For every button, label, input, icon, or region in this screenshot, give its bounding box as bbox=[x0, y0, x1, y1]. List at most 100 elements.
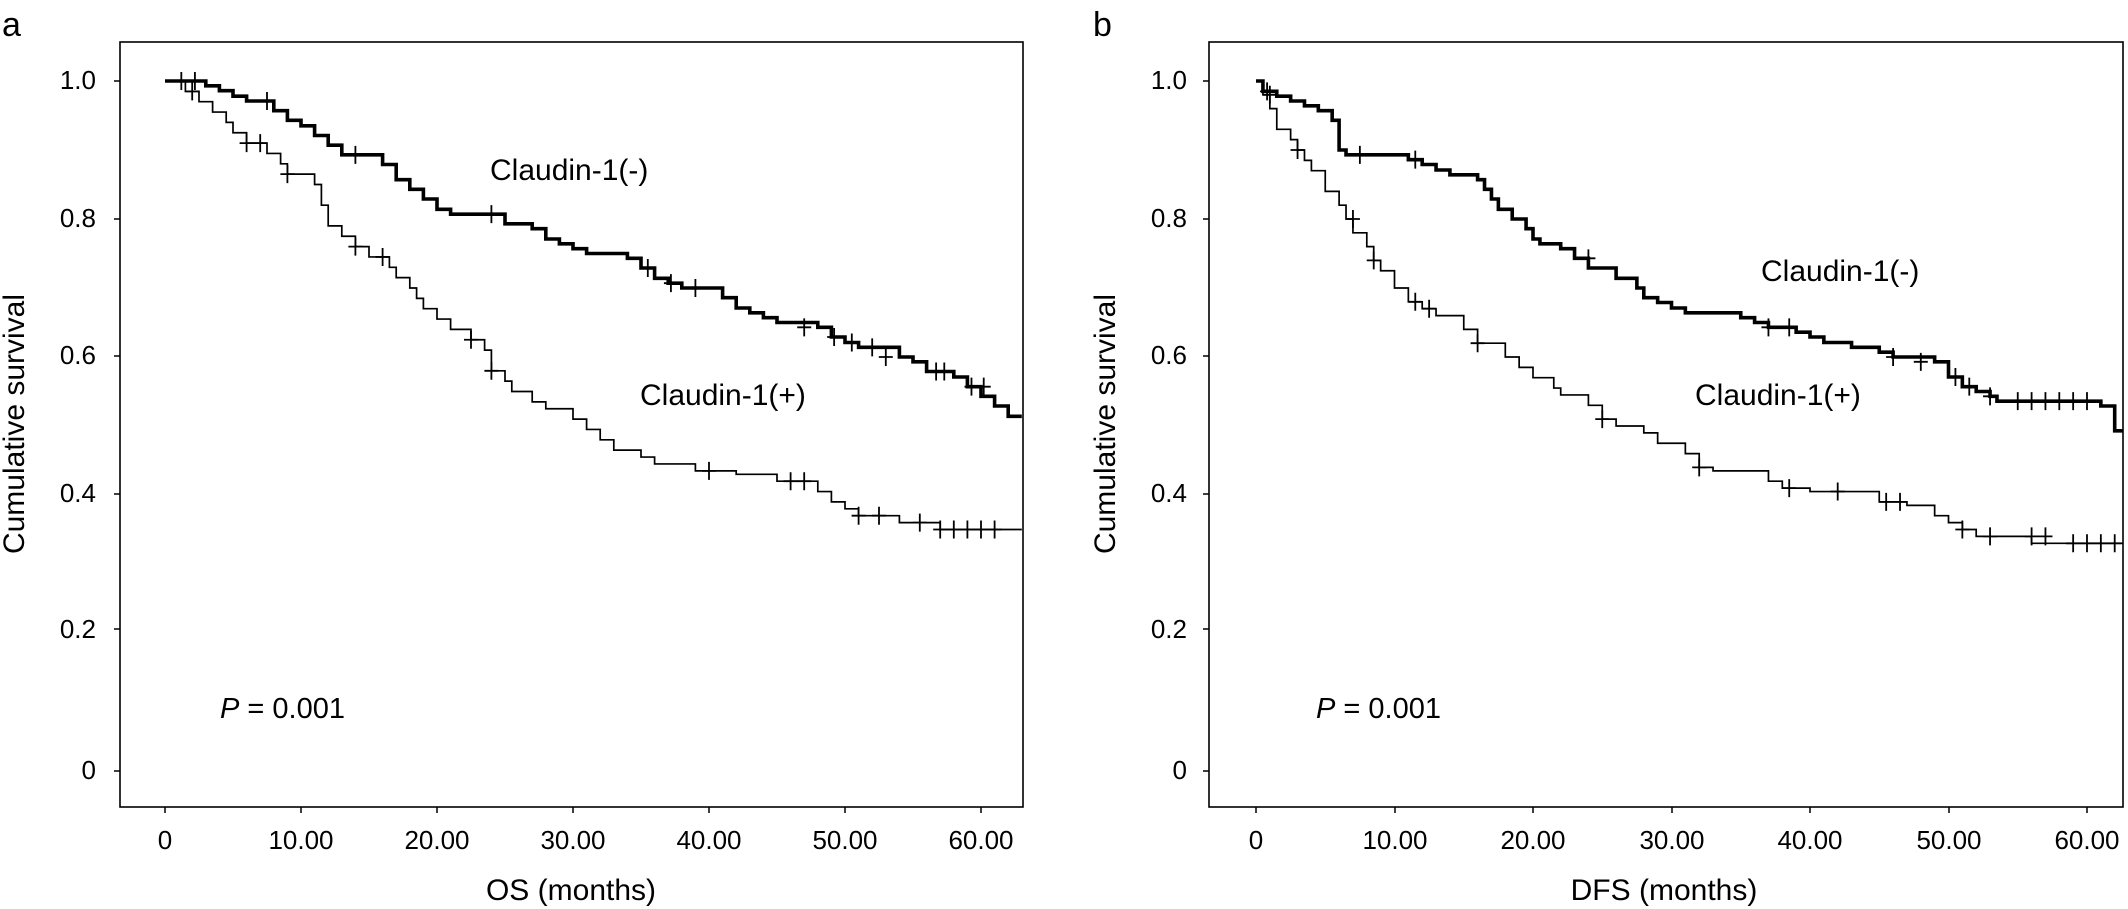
panel-a-censor-mark bbox=[797, 472, 812, 491]
panel-b-censor-mark bbox=[1352, 145, 1367, 164]
panel-a-censor-mark bbox=[844, 333, 859, 352]
panel-b-x-axis-title: DFS (months) bbox=[1571, 874, 1758, 907]
panel-b-censor-mark bbox=[1782, 479, 1797, 498]
panel-b-censor-mark bbox=[1595, 410, 1610, 429]
panel-b-censor-mark bbox=[1948, 368, 1963, 387]
panel-a-censor-mark bbox=[484, 361, 499, 380]
panel-a-censor-mark bbox=[688, 279, 703, 297]
panel-a-censor-mark bbox=[827, 327, 842, 346]
panel-a-x-axis-title: OS (months) bbox=[486, 874, 656, 907]
panel-a-censor-mark bbox=[185, 82, 200, 101]
panel-a-y-axis-title: Cumulative survival bbox=[0, 294, 31, 554]
panel-b-censor-mark bbox=[1913, 352, 1928, 371]
panel-b-censor-mark bbox=[2010, 392, 2025, 411]
panel-b-censor-mark bbox=[2024, 527, 2039, 546]
panel-b-censor-mark bbox=[1761, 318, 1776, 337]
panel-a-censor-mark bbox=[464, 330, 478, 349]
panel-a-y-tick-label: 0 bbox=[82, 755, 96, 785]
panel-a-x-tick-label: 60.00 bbox=[948, 825, 1013, 855]
panel-a-p-value-text: = 0.001 bbox=[239, 693, 345, 725]
panel-a-censor-mark bbox=[946, 520, 961, 539]
panel-a-censor-mark bbox=[933, 520, 948, 539]
panel-a-censor-mark bbox=[872, 506, 886, 525]
panel-b-censor-mark bbox=[1983, 527, 1998, 546]
panel-a-censor-mark bbox=[783, 472, 798, 491]
panel-a-series-label-negative: Claudin-1(-) bbox=[490, 154, 648, 187]
panel-a-x-tick-label: 20.00 bbox=[404, 825, 469, 855]
panel-a-letter: a bbox=[2, 6, 21, 44]
panel-a-x-axis: 0 10.00 20.00 30.00 40.00 50.00 60.00 bbox=[158, 807, 1014, 855]
panel-b-x-tick-label: 40.00 bbox=[1777, 825, 1842, 855]
panel-a-censor-mark bbox=[484, 205, 499, 224]
panel-a-y-axis: 0 0.2 0.4 0.6 0.8 1.0 bbox=[60, 65, 120, 785]
panel-b-censor-mark bbox=[1470, 334, 1485, 353]
panel-b-x-tick-label: 30.00 bbox=[1639, 825, 1704, 855]
panel-b-x-tick-label: 50.00 bbox=[1916, 825, 1981, 855]
panel-a-censor-mark bbox=[960, 520, 975, 539]
panel-a-censor-mark bbox=[280, 165, 295, 184]
panel-a-censor-mark bbox=[937, 362, 952, 381]
panel-a-censor-mark bbox=[878, 348, 893, 366]
panel-a-censor-mark bbox=[640, 258, 655, 277]
panel-a-censor-mark bbox=[375, 247, 390, 266]
panel-a-censor-mark bbox=[964, 377, 979, 396]
panel-b-censor-mark bbox=[2093, 534, 2108, 553]
panel-a-censor-mark bbox=[702, 461, 716, 480]
panel-a-x-tick-label: 40.00 bbox=[676, 825, 741, 855]
panel-a-censor-mark bbox=[253, 134, 268, 153]
panel-b-censor-mark bbox=[1879, 492, 1894, 511]
panel-b-y-axis: 0 0.2 0.4 0.6 0.8 1.0 bbox=[1151, 65, 1209, 785]
panel-b-series-line-positive bbox=[1256, 80, 2123, 545]
panel-b-censor-mark bbox=[2024, 392, 2039, 411]
panel-b-censor-mark bbox=[1581, 249, 1596, 268]
panel-a-censor-mark bbox=[987, 520, 1002, 539]
panel-b-censor-mark bbox=[2066, 534, 2081, 553]
panel-a-censor-mark bbox=[974, 520, 988, 539]
panel-a-x-tick-label: 50.00 bbox=[812, 825, 877, 855]
panel-b-p-symbol: P bbox=[1316, 693, 1336, 725]
panel-a-y-tick-label: 0.8 bbox=[60, 203, 96, 233]
panel-b-censor-mark bbox=[1345, 210, 1360, 228]
panel-a-censor-mark bbox=[851, 506, 866, 525]
panel-b-series-label-positive: Claudin-1(+) bbox=[1695, 379, 1861, 412]
panel-b-y-axis-title: Cumulative survival bbox=[1089, 294, 1122, 554]
panel-b-censor-mark bbox=[1886, 348, 1901, 366]
panel-b-series-label-negative: Claudin-1(-) bbox=[1761, 255, 1919, 288]
panel-a-x-tick-label: 0 bbox=[158, 825, 172, 855]
panel-b-y-tick-label: 0.2 bbox=[1151, 614, 1187, 644]
panel-b-x-tick-label: 10.00 bbox=[1362, 825, 1427, 855]
panel-b-censor-mark bbox=[1422, 299, 1437, 318]
panel-b-censor-mark bbox=[1408, 150, 1423, 169]
panel-a-plot-frame bbox=[119, 41, 1024, 808]
panel-b-y-tick-label: 0.6 bbox=[1151, 340, 1187, 370]
panel-b-censor-mark bbox=[2080, 392, 2094, 411]
panel-a-y-tick-label: 0.6 bbox=[60, 340, 96, 370]
panel-b-censor-mark bbox=[1408, 292, 1423, 311]
panel-a-y-tick-label: 0.2 bbox=[60, 614, 96, 644]
panel-b-series-line-negative bbox=[1256, 79, 2123, 433]
panel-b-censor-mark bbox=[1692, 458, 1707, 477]
panel-a-censor-mark bbox=[797, 318, 812, 337]
panel-a-x-tick-label: 30.00 bbox=[540, 825, 605, 855]
panel-a-series-label-positive: Claudin-1(+) bbox=[640, 379, 806, 412]
panel-a-censor-mark bbox=[260, 92, 274, 111]
panel-b-censor-mark bbox=[2038, 392, 2053, 411]
panel-b-censor-mark bbox=[1366, 251, 1381, 270]
panel-b-censor-mark bbox=[1262, 85, 1277, 104]
panel-a-p-symbol: P bbox=[220, 693, 240, 725]
panel-b-y-tick-label: 1.0 bbox=[1151, 65, 1187, 95]
panel-a-y-tick-label: 1.0 bbox=[60, 65, 96, 95]
panel-b-censor-mark bbox=[1893, 492, 1908, 511]
panel-b-p-value: P = 0.001 bbox=[1316, 693, 1441, 725]
panel-b-censor-mark bbox=[2080, 534, 2094, 553]
panel-a-censor-mark bbox=[912, 513, 927, 532]
panel-b-p-value-text: = 0.001 bbox=[1335, 693, 1441, 725]
panel-a-censor-mark bbox=[976, 377, 991, 396]
panel-b-censor-mark bbox=[1782, 318, 1797, 337]
panel-b-censor-mark bbox=[2052, 392, 2067, 411]
panel-b-censor-mark bbox=[1955, 520, 1970, 539]
panel-a: a Cumulative survival OS (months) 0 0.2 … bbox=[0, 6, 1024, 907]
panel-b-censor-mark bbox=[2066, 392, 2081, 411]
panel-b-x-tick-label: 60.00 bbox=[2054, 825, 2119, 855]
panel-a-y-tick-label: 0.4 bbox=[60, 478, 96, 508]
